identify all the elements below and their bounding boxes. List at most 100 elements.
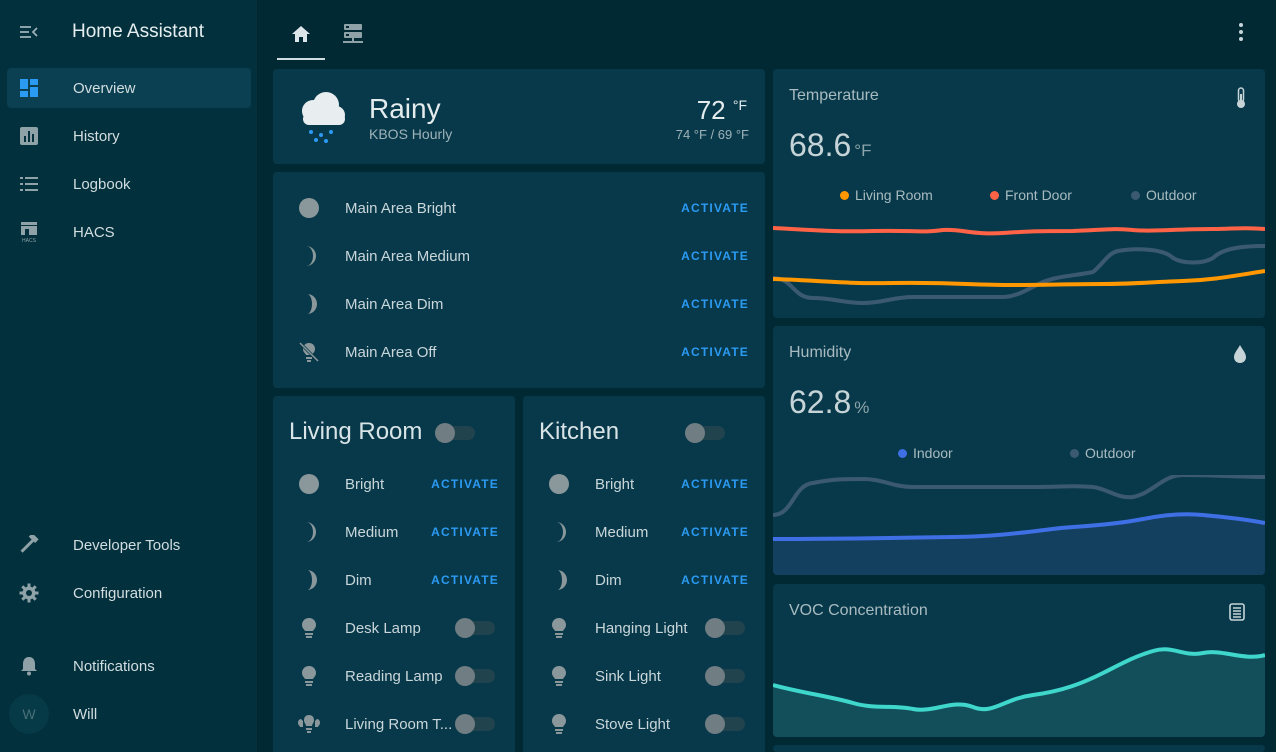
moon-icon bbox=[306, 246, 316, 266]
sidebar-item-label: Overview bbox=[73, 79, 136, 97]
format-list-icon bbox=[20, 177, 38, 191]
scene-name: Dim bbox=[345, 571, 372, 589]
legend-dot bbox=[1070, 448, 1079, 458]
top-bar bbox=[258, 0, 1276, 64]
weather-temperature: 72 °F bbox=[696, 95, 747, 125]
activate-button[interactable]: ACTIVATE bbox=[681, 477, 749, 491]
humidity-graph bbox=[773, 475, 1265, 575]
legend-item: Indoor bbox=[898, 445, 953, 461]
living-room-light-toggle[interactable] bbox=[455, 714, 495, 734]
dots-vertical-icon bbox=[1239, 23, 1243, 41]
menu-open-icon bbox=[20, 26, 38, 38]
light-name: Reading Lamp bbox=[345, 667, 443, 685]
desk-lamp-toggle[interactable] bbox=[455, 618, 495, 638]
sidebar-item-overview[interactable]: Overview bbox=[7, 68, 251, 108]
bell-icon bbox=[21, 657, 37, 676]
activate-button[interactable]: ACTIVATE bbox=[431, 477, 499, 491]
voc-card[interactable]: VOC Concentration bbox=[773, 584, 1265, 737]
moon-icon bbox=[306, 522, 316, 542]
sensor-value: 68.6 °F bbox=[789, 127, 872, 163]
sidebar-item-label: HACS bbox=[73, 223, 115, 241]
scene-row: Medium ACTIVATE bbox=[273, 508, 515, 556]
sidebar-item-user[interactable]: W Will bbox=[7, 694, 251, 734]
scene-row: Main Area Bright ACTIVATE bbox=[273, 184, 765, 232]
series-indoor-fill bbox=[773, 514, 1265, 575]
sink-light-toggle[interactable] bbox=[705, 666, 745, 686]
activate-button[interactable]: ACTIVATE bbox=[681, 525, 749, 539]
hacs-icon: HACS bbox=[21, 222, 37, 243]
thermometer-icon bbox=[1237, 87, 1245, 108]
sidebar-item-hacs[interactable]: HACS HACS bbox=[7, 212, 251, 252]
crescent-icon bbox=[307, 294, 317, 314]
weather-source: KBOS Hourly bbox=[369, 126, 453, 142]
sidebar-item-logbook[interactable]: Logbook bbox=[7, 164, 251, 204]
kitchen-toggle[interactable] bbox=[685, 423, 725, 443]
activate-button[interactable]: ACTIVATE bbox=[681, 345, 749, 359]
scene-name: Bright bbox=[595, 475, 635, 493]
main-scenes-card: Main Area Bright ACTIVATE Main Area Medi… bbox=[273, 172, 765, 388]
weather-card[interactable]: Rainy KBOS Hourly 72 °F 74 °F / 69 °F bbox=[273, 69, 765, 164]
scene-name: Main Area Dim bbox=[345, 295, 444, 313]
menu-collapse-button[interactable] bbox=[0, 24, 58, 40]
scene-row: Main Area Medium ACTIVATE bbox=[273, 232, 765, 280]
crescent-icon bbox=[307, 570, 317, 590]
sensor-title: Humidity bbox=[789, 344, 852, 361]
legend-dot bbox=[840, 190, 849, 200]
activate-button[interactable]: ACTIVATE bbox=[681, 573, 749, 587]
temperature-graph bbox=[773, 226, 1265, 306]
circle-icon bbox=[549, 474, 569, 494]
scene-row: Dim ACTIVATE bbox=[523, 556, 765, 604]
chart-bar-icon bbox=[20, 127, 38, 145]
humidity-card[interactable]: Humidity 62.8% Indoor Outdoor bbox=[773, 326, 1265, 575]
card-title: Kitchen bbox=[539, 418, 620, 445]
tab-home[interactable] bbox=[277, 14, 325, 54]
series-outdoor bbox=[773, 244, 1265, 306]
crescent-icon bbox=[557, 570, 567, 590]
sidebar-item-configuration[interactable]: Configuration bbox=[7, 573, 251, 613]
home-icon bbox=[292, 26, 310, 42]
sidebar-item-developer-tools[interactable]: Developer Tools bbox=[7, 525, 251, 565]
light-row: Reading Lamp bbox=[273, 652, 515, 700]
dashboard-icon bbox=[20, 79, 38, 97]
legend-item: Living Room bbox=[840, 187, 933, 203]
weather-high-low: 74 °F / 69 °F bbox=[675, 127, 749, 142]
lightbulb-icon bbox=[552, 714, 566, 734]
scene-row: Bright ACTIVATE bbox=[273, 460, 515, 508]
voc-graph bbox=[773, 647, 1265, 737]
light-name: Stove Light bbox=[595, 715, 671, 733]
light-name: Desk Lamp bbox=[345, 619, 421, 637]
activate-button[interactable]: ACTIVATE bbox=[681, 297, 749, 311]
kitchen-card: Kitchen Bright ACTIVATE Medium ACTIVATE … bbox=[523, 396, 765, 752]
activate-button[interactable]: ACTIVATE bbox=[681, 249, 749, 263]
sidebar-item-history[interactable]: History bbox=[7, 116, 251, 156]
sensor-title: VOC Concentration bbox=[789, 602, 928, 619]
air-filter-icon bbox=[1229, 603, 1245, 621]
hanging-light-toggle[interactable] bbox=[705, 618, 745, 638]
living-room-toggle[interactable] bbox=[435, 423, 475, 443]
stove-light-toggle[interactable] bbox=[705, 714, 745, 734]
scene-row: Main Area Off ACTIVATE bbox=[273, 328, 765, 376]
temperature-card[interactable]: Temperature 68.6 °F Living Room Front Doo… bbox=[773, 69, 1265, 318]
series-voc bbox=[773, 647, 1265, 712]
legend-item: Front Door bbox=[990, 187, 1072, 203]
series-voc-fill bbox=[773, 649, 1265, 737]
card-title: Living Room bbox=[289, 418, 423, 445]
lightbulb-icon bbox=[552, 618, 566, 638]
light-name: Hanging Light bbox=[595, 619, 688, 637]
activate-button[interactable]: ACTIVATE bbox=[681, 201, 749, 215]
overflow-menu-button[interactable] bbox=[1229, 20, 1253, 44]
hammer-icon bbox=[20, 535, 39, 553]
lightbulb-icon bbox=[302, 618, 316, 638]
lightbulb-group-icon bbox=[298, 715, 320, 733]
activate-button[interactable]: ACTIVATE bbox=[431, 525, 499, 539]
sidebar-item-label: Logbook bbox=[73, 175, 131, 193]
scene-name: Medium bbox=[595, 523, 649, 541]
tab-server[interactable] bbox=[329, 14, 377, 54]
reading-lamp-toggle[interactable] bbox=[455, 666, 495, 686]
activate-button[interactable]: ACTIVATE bbox=[431, 573, 499, 587]
circle-icon bbox=[299, 198, 319, 218]
series-outdoor bbox=[773, 475, 1265, 517]
lightbulb-icon bbox=[302, 666, 316, 686]
active-tab-indicator bbox=[277, 58, 325, 60]
sidebar-item-notifications[interactable]: Notifications bbox=[7, 646, 251, 686]
